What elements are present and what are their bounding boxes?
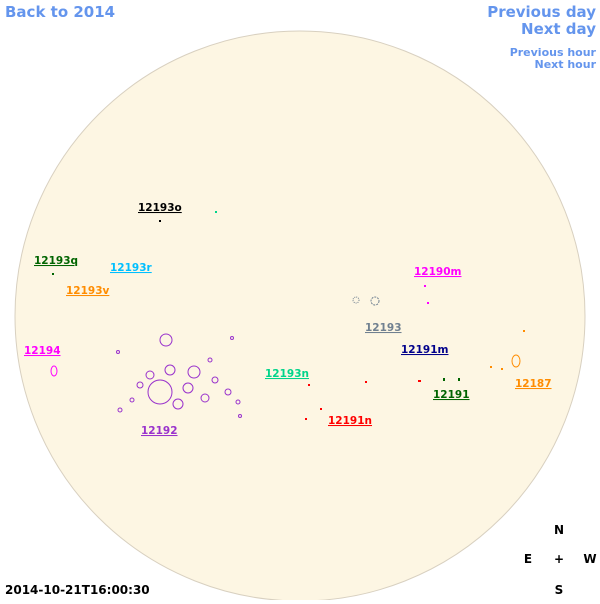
region-label[interactable]: 12191	[433, 389, 470, 401]
nav-link[interactable]: Next day	[521, 20, 596, 38]
region-label[interactable]: 12187	[515, 378, 552, 390]
region-label[interactable]: 12193v	[66, 285, 110, 297]
compass-label: +	[554, 552, 564, 566]
region-label[interactable]: 12194	[24, 345, 61, 357]
region-label[interactable]: 12193q	[34, 255, 78, 267]
compass-label: S	[555, 583, 564, 597]
region-label[interactable]: 12191m	[401, 344, 449, 356]
spot-dots	[52, 211, 525, 420]
spot-markings	[50, 296, 521, 418]
region-label[interactable]: 12192	[141, 425, 178, 437]
region-label[interactable]: 12190m	[414, 266, 462, 278]
nav-link[interactable]: Previous day	[487, 3, 596, 21]
timestamp: 2014-10-21T16:00:30	[5, 583, 150, 597]
solar-disk	[14, 30, 586, 602]
region-label[interactable]: 12193	[365, 322, 402, 334]
nav-link[interactable]: Next hour	[535, 58, 597, 71]
compass-label: E	[524, 552, 532, 566]
region-label[interactable]: 12193o	[138, 202, 182, 214]
region-label[interactable]: 12193r	[110, 262, 153, 274]
compass-label: W	[583, 552, 596, 566]
compass-label: N	[554, 523, 564, 537]
nav-link[interactable]: Back to 2014	[5, 3, 115, 21]
region-label[interactable]: 12193n	[265, 368, 309, 380]
nav-link[interactable]: Previous hour	[510, 46, 597, 59]
region-label[interactable]: 12191n	[328, 415, 372, 427]
